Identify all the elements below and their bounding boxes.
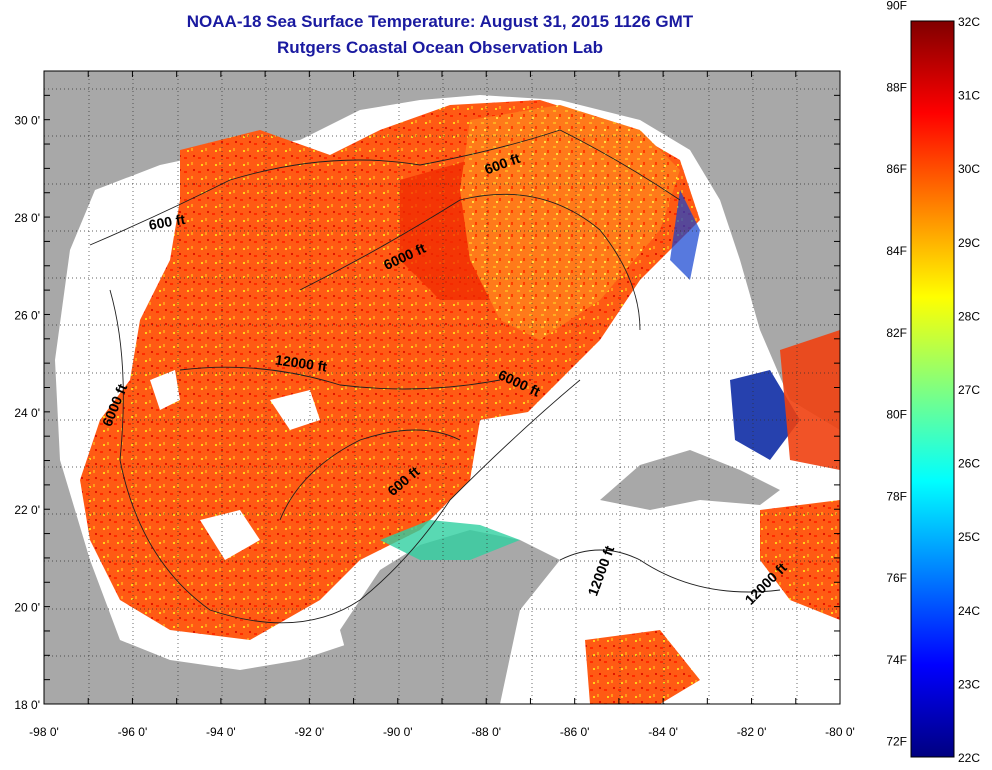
celsius-tick-label: 31C: [958, 89, 980, 103]
contour-6000ft: [109, 289, 581, 624]
longitude-tick-label: -94 0': [206, 725, 236, 739]
celsius-tick-label: 27C: [958, 383, 980, 397]
sst-cool-florida-coast: [670, 190, 700, 280]
cloud-patch: [150, 370, 180, 410]
latitude-tick-label: 22 0': [14, 503, 40, 517]
contour-12000ft: [179, 366, 501, 390]
fahrenheit-tick-label: 80F: [886, 408, 907, 422]
graticule: [44, 71, 840, 704]
fahrenheit-tick-label: 88F: [886, 80, 907, 94]
longitude-tick-label: -90 0': [383, 725, 413, 739]
fahrenheit-tick-label: 76F: [886, 571, 907, 585]
depth-contour-label: 600 ft: [148, 211, 187, 233]
celsius-tick-label: 30C: [958, 162, 980, 176]
celsius-tick-label: 25C: [958, 530, 980, 544]
contour-600ft: [89, 129, 681, 246]
latitude-tick-label: 18 0': [14, 698, 40, 712]
sst-cool-yucatan: [380, 520, 520, 560]
longitude-tick-label: -88 0': [471, 725, 501, 739]
fahrenheit-labels: 90F 88F 86F 84F 82F 80F 78F 76F 74F 72F: [886, 0, 907, 749]
fahrenheit-tick-label: 72F: [886, 735, 907, 749]
latitude-tick-label: 20 0': [14, 601, 40, 615]
longitude-labels: -98 0' -96 0' -94 0' -92 0' -90 0' -88 0' -86 …: [29, 725, 855, 739]
longitude-tick-label: -92 0': [295, 725, 325, 739]
latitude-labels: 18 0' 20 0' 22 0' 24 0' 26 0' 28 0' 30 0': [14, 114, 40, 712]
map-plot-area: [44, 71, 840, 704]
celsius-tick-label: 23C: [958, 677, 980, 691]
celsius-tick-label: 24C: [958, 604, 980, 618]
latitude-tick-label: 30 0': [14, 114, 40, 128]
florida-land: [690, 71, 840, 360]
celsius-tick-label: 28C: [958, 309, 980, 323]
fahrenheit-tick-label: 84F: [886, 244, 907, 258]
cloud-patch: [470, 410, 560, 500]
fahrenheit-tick-label: 90F: [886, 0, 907, 13]
contour-shelf-yucatan: [279, 429, 461, 521]
fahrenheit-tick-label: 78F: [886, 489, 907, 503]
caribbean-cloud-mask: [500, 470, 840, 704]
fahrenheit-tick-label: 74F: [886, 653, 907, 667]
fahrenheit-tick-label: 82F: [886, 326, 907, 340]
map-subtitle: Rutgers Coastal Ocean Observation Lab: [277, 38, 603, 57]
contour-6000ft-north: [299, 193, 641, 331]
contour-12000ft-carib: [559, 549, 781, 593]
celsius-tick-label: 32C: [958, 15, 980, 29]
sst-warm-atlantic: [780, 330, 840, 470]
depth-contour-label: 12000 ft: [274, 352, 328, 375]
celsius-tick-label: 22C: [958, 751, 980, 765]
longitude-tick-label: -82 0': [737, 725, 767, 739]
cloud-patch: [200, 510, 260, 560]
longitude-tick-label: -80 0': [825, 725, 855, 739]
longitude-tick-label: -96 0': [118, 725, 148, 739]
map-title: NOAA-18 Sea Surface Temperature: August …: [186, 12, 694, 31]
celsius-tick-label: 26C: [958, 457, 980, 471]
longitude-tick-label: -84 0': [648, 725, 678, 739]
axis-ticks: [43, 70, 841, 705]
fahrenheit-tick-label: 86F: [886, 162, 907, 176]
cuba-land: [600, 450, 780, 510]
sst-warm-caribbean-south: [585, 630, 700, 704]
sst-cool-florida: [730, 370, 800, 460]
longitude-tick-label: -98 0': [29, 725, 59, 739]
sst-warm-caribbean: [760, 500, 840, 620]
latitude-tick-label: 24 0': [14, 406, 40, 420]
longitude-tick-label: -86 0': [560, 725, 590, 739]
latitude-tick-label: 28 0': [14, 211, 40, 225]
bathymetry-contours: [89, 129, 781, 624]
sst-orange-eastern: [460, 105, 680, 340]
cloud-patch: [270, 390, 320, 430]
colorbar-gradient: [910, 20, 955, 758]
celsius-tick-label: 29C: [958, 236, 980, 250]
latitude-tick-label: 26 0': [14, 308, 40, 322]
yucatan-land: [340, 530, 560, 704]
celsius-labels: 32C 31C 30C 29C 28C 27C 26C 25C 24C 23C 22C: [958, 15, 980, 765]
